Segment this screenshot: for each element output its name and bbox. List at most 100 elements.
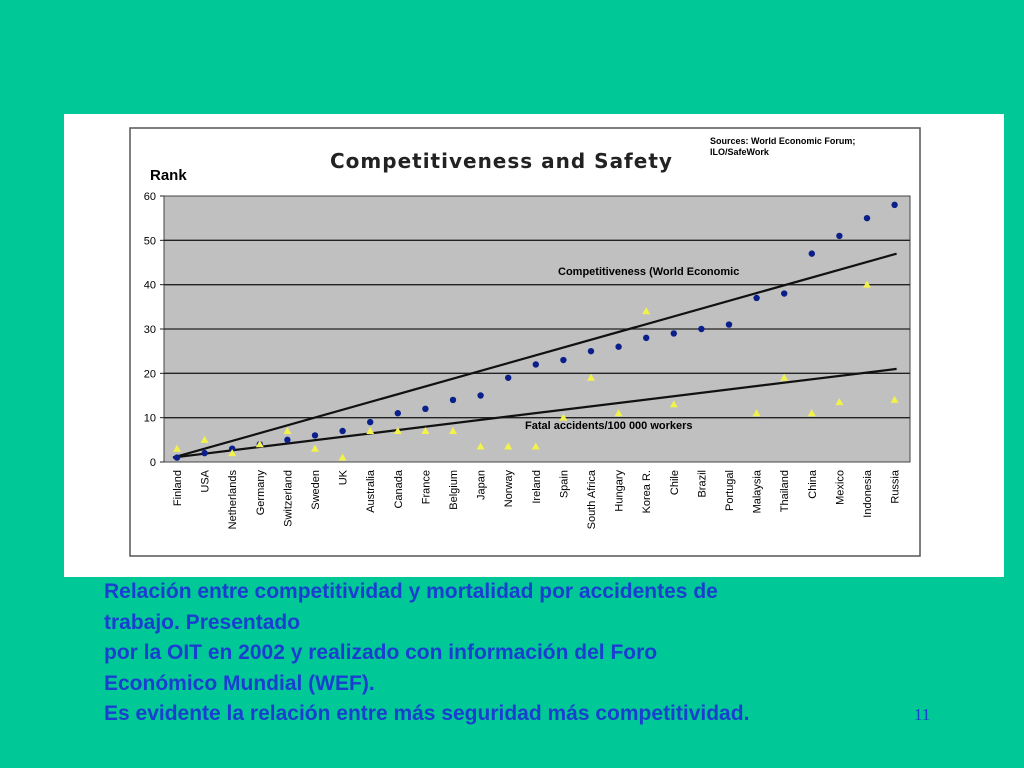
x-category-label: France (420, 470, 432, 504)
accident-point (255, 440, 264, 448)
x-category-label: Mexico (834, 470, 846, 505)
x-category-label: South Africa (586, 469, 598, 529)
x-category-label: Spain (558, 470, 570, 498)
competitiveness-point (201, 449, 208, 457)
competitiveness-point (449, 396, 457, 404)
accident-point (614, 409, 623, 417)
source-note-line-2: ILO/SafeWork (710, 147, 770, 157)
y-axis-ticks: 0 10 20 30 40 50 60 (144, 191, 164, 469)
competitiveness-point (781, 290, 788, 297)
competitiveness-point (284, 436, 291, 444)
accident-point (421, 426, 430, 434)
y-tick-label: 30 (144, 324, 156, 336)
competitiveness-point (173, 454, 181, 461)
x-category-label: Ireland (531, 470, 543, 504)
competitiveness-point (505, 374, 512, 381)
accident-point (587, 373, 595, 381)
x-category-label: Russia (890, 469, 902, 504)
x-category-label: Japan (476, 470, 488, 500)
x-category-label: Belgium (448, 470, 460, 510)
x-axis-categories: Finland USA Netherlands Germany Switzerland S… (172, 469, 902, 529)
chart-panel: Rank Competitiveness and Safety Sources:… (64, 114, 1004, 577)
x-category-label: Hungary (614, 470, 626, 512)
competitiveness-point (615, 343, 622, 350)
caption-line: Económico Mundial (WEF). (104, 671, 375, 695)
x-category-label: UK (338, 469, 350, 485)
x-category-label: Chile (669, 470, 681, 495)
x-category-label: Malaysia (752, 469, 764, 513)
accident-point (200, 435, 209, 443)
competitiveness-line-label: Competitiveness (World Economic (558, 266, 739, 278)
accident-point (863, 280, 871, 288)
competitiveness-point (422, 405, 429, 412)
competitiveness-point (367, 418, 374, 426)
x-category-label: Brazil (696, 470, 708, 498)
y-tick-label: 0 (150, 457, 156, 469)
y-tick-label: 20 (144, 368, 156, 380)
accident-point (366, 426, 375, 434)
accident-point (476, 442, 485, 450)
accident-point (780, 373, 789, 381)
accident-point (890, 395, 899, 403)
slide-caption: Relación entre competitividad y mortalid… (104, 577, 924, 730)
competitiveness-point (477, 392, 484, 399)
chart-title: Competitiveness and Safety (330, 149, 673, 173)
accident-point (449, 426, 457, 434)
x-category-label: Switzerland (282, 470, 294, 527)
x-category-label: Finland (172, 470, 184, 506)
x-category-label: Netherlands (227, 470, 239, 530)
competitiveness-point (229, 445, 236, 452)
x-category-label: Germany (255, 470, 267, 516)
accidents-line-label: Fatal accidents/100 000 workers (525, 420, 693, 432)
y-tick-label: 10 (144, 413, 156, 425)
accident-point (311, 444, 319, 452)
x-category-label: Korea R. (641, 470, 653, 513)
accident-point (807, 409, 816, 417)
competitiveness-point (532, 361, 539, 368)
source-note-line-1: Sources: World Economic Forum; (710, 136, 855, 146)
accident-point (504, 442, 513, 450)
competitiveness-point (698, 325, 705, 333)
accident-point (338, 453, 347, 461)
accident-point (173, 444, 181, 452)
competitiveness-point (891, 201, 898, 209)
competitiveness-point (560, 356, 567, 364)
competitiveness-point (394, 410, 401, 417)
accidents-trend-line (172, 367, 897, 459)
x-category-label: Portugal (724, 470, 736, 511)
x-category-label: Norway (503, 470, 515, 508)
x-category-label: Sweden (310, 470, 322, 510)
competitiveness-point (863, 214, 871, 222)
y-axis-title: Rank (150, 167, 187, 184)
accident-point (531, 442, 540, 450)
competitiveness-point (311, 432, 319, 439)
caption-line: Relación entre competitividad y mortalid… (104, 580, 718, 603)
x-category-label: Thailand (779, 470, 791, 512)
x-category-label: Australia (365, 469, 377, 513)
x-category-label: China (807, 469, 819, 499)
competitiveness-point (643, 334, 650, 342)
competitiveness-safety-chart: Rank Competitiveness and Safety Sources:… (129, 127, 921, 557)
y-tick-label: 50 (144, 235, 156, 247)
accident-point (752, 409, 761, 417)
x-category-label: Canada (393, 469, 405, 508)
competitiveness-point (670, 330, 677, 337)
competitiveness-point (808, 250, 815, 257)
x-category-label: USA (200, 469, 212, 492)
caption-line: trabajo. Presentado (104, 610, 301, 634)
competitiveness-trend-line (172, 252, 897, 459)
competitiveness-point (339, 427, 346, 435)
accident-point (835, 398, 844, 406)
slide-number: 11 (914, 705, 931, 724)
x-category-label: Indonesia (862, 469, 874, 518)
competitiveness-point (587, 347, 595, 355)
accident-point (393, 426, 402, 434)
accident-point (669, 400, 678, 408)
caption-line: por la OIT en 2002 y realizado con infor… (104, 641, 658, 664)
accident-point (559, 413, 568, 421)
competitiveness-point (836, 232, 843, 240)
trend-lines (172, 252, 897, 459)
competitiveness-point (753, 294, 760, 302)
accident-point (228, 449, 237, 457)
accident-point (642, 307, 651, 315)
